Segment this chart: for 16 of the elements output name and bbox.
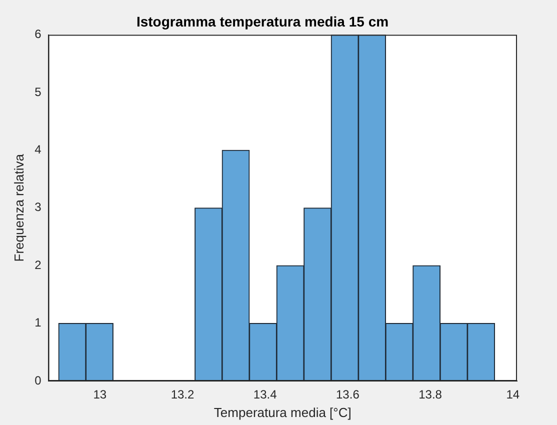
y-tick-label: 6	[34, 27, 42, 42]
x-tick-label: 13	[93, 388, 107, 402]
y-axis-title: Frequenza relativa	[11, 153, 26, 262]
x-tick-label: 13.8	[418, 388, 442, 402]
y-tick-label: 2	[34, 258, 42, 272]
y-tick-label: 1	[34, 316, 42, 330]
chart-title: Istogramma temperatura media 15 cm	[136, 13, 389, 30]
y-tick-label: 0	[34, 373, 42, 388]
y-tick-label: 3	[34, 200, 42, 214]
y-tick-label: 5	[34, 84, 42, 99]
x-tick-label: 14	[506, 388, 520, 402]
x-tick-label: 13.4	[253, 388, 278, 402]
x-tick-label: 13.6	[336, 388, 360, 402]
x-tick-label: 13.2	[170, 388, 194, 402]
x-axis-title: Temperatura media [°C]	[214, 404, 352, 420]
y-tick-label: 4	[34, 142, 42, 157]
